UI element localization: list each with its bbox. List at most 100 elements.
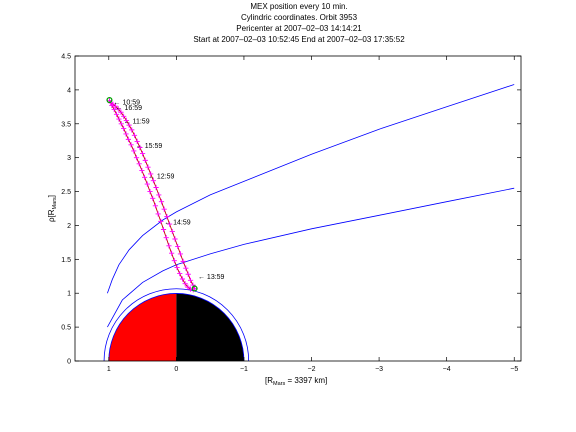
time-label: ← 14:59 (164, 220, 191, 227)
bow-shock-line (107, 84, 515, 294)
orbit-start-marker (106, 97, 113, 104)
orbit-point (121, 125, 127, 132)
orbit-point (128, 142, 134, 148)
time-label: ← 13:59 (198, 274, 225, 281)
time-label: ← 10:59 (114, 100, 141, 107)
orbit-point (166, 243, 172, 249)
orbit-point (156, 192, 162, 198)
outer-circle (103, 288, 250, 361)
title-line-2: Cylindric coordinates. Orbit 3953 (241, 13, 358, 22)
orbit-point (144, 181, 150, 187)
mars-nightside (176, 293, 244, 361)
orbit-point (158, 199, 165, 205)
y-axis-label: ρ[RMars] (47, 195, 58, 222)
orbit-point (185, 284, 191, 290)
plot-content (103, 84, 515, 361)
time-label: ← 12:59 (148, 173, 175, 180)
x-tick-label: 1 (107, 366, 111, 373)
y-tick-label: 3.5 (61, 121, 71, 128)
y-tick-label: 2 (67, 223, 71, 230)
x-tick-label: −3 (375, 366, 383, 373)
title-line-4: Start at 2007–02–03 10:52:45 End at 2007… (193, 35, 405, 44)
orbit-point (111, 106, 117, 113)
orbit-point (182, 281, 188, 287)
orbit-point (118, 109, 124, 115)
axes: 1 0 −1 −2 −3 −4 −5 0 0.5 1 1.5 2 2.5 3 3.5 4 4.5 (61, 54, 521, 373)
y-tick-label: 4.5 (61, 54, 71, 61)
orbit-point (163, 235, 169, 241)
orbit-point (139, 167, 145, 174)
orbit-point (142, 174, 148, 180)
orbit-point (113, 111, 120, 117)
orbit-point (158, 218, 164, 224)
orbit-point (153, 184, 159, 191)
orbit-point (164, 214, 170, 220)
orbit-point (192, 285, 198, 292)
orbit-point (112, 103, 119, 109)
orbit-point (139, 151, 146, 157)
orbit-point (131, 132, 138, 138)
orbit-point (126, 122, 132, 128)
orbit-point (174, 264, 180, 271)
mars-outline (108, 293, 245, 361)
orbit-point (123, 131, 129, 137)
x-tick-label: −1 (240, 366, 248, 373)
time-label: ← 16:59 (116, 105, 143, 112)
x-tick-label: −4 (443, 366, 451, 373)
y-tick-label: 1.5 (61, 257, 71, 264)
orbit-point (150, 178, 156, 184)
orbit-point (152, 203, 159, 209)
x-tick-label: −2 (308, 366, 316, 373)
orbit-point (180, 258, 186, 264)
time-label: ← 15:59 (136, 143, 163, 150)
orbit-point (129, 127, 135, 133)
orbit-point (118, 121, 124, 127)
orbit-point (131, 148, 137, 154)
y-tick-label: 0.5 (61, 325, 71, 332)
mars-dayside (108, 293, 177, 361)
orbit-point (177, 251, 184, 257)
y-tick-label: 1 (67, 291, 71, 298)
orbit-point (171, 258, 177, 264)
orbit-point (169, 228, 175, 235)
orbit-point (136, 161, 142, 167)
plot-frame (74, 55, 522, 362)
orbit-point (115, 106, 121, 112)
orbit-point (169, 250, 175, 256)
orbit-point (160, 226, 167, 233)
orbit-point (177, 270, 183, 277)
orbit-point (125, 136, 131, 142)
orbit-point (147, 188, 153, 195)
imb-line (107, 187, 515, 328)
title-line-1: MEX position every 10 min. (250, 2, 347, 11)
orbit-point (137, 144, 143, 151)
x-axis-label: [RMars = 3397 km] (265, 376, 327, 387)
y-tick-label: 4 (67, 87, 71, 94)
y-tick-label: 3 (67, 155, 71, 162)
orbit-point (142, 157, 148, 163)
time-annotations: ← 10:59← 16:59 ← 11:59 ← 15:59 ← 12:59 ← 14:… (114, 100, 225, 281)
y-tick-label: 2.5 (61, 189, 71, 196)
orbit-end-marker (191, 285, 198, 292)
orbit-point (150, 195, 156, 201)
x-tick-label: 0 (174, 366, 178, 373)
orbit-point (155, 211, 161, 217)
orbit-point (175, 243, 181, 250)
orbit-point (185, 271, 191, 277)
x-tick-label: −5 (510, 366, 518, 373)
time-label: ← 11:59 (124, 119, 150, 126)
orbit-point (123, 117, 129, 123)
y-tick-label: 0 (67, 359, 71, 366)
orbit-point (179, 276, 186, 282)
orbit-point (183, 265, 189, 271)
orbit-point (167, 221, 173, 227)
chart-title: MEX position every 10 min. Cylindric coo… (193, 2, 405, 44)
orbit-point (134, 138, 140, 144)
orbit-point (187, 277, 194, 283)
orbit-point (116, 116, 122, 122)
orbit-point (145, 164, 151, 170)
orbit-point (121, 113, 127, 119)
orbit-point (172, 236, 178, 242)
orbit-point (148, 171, 154, 177)
